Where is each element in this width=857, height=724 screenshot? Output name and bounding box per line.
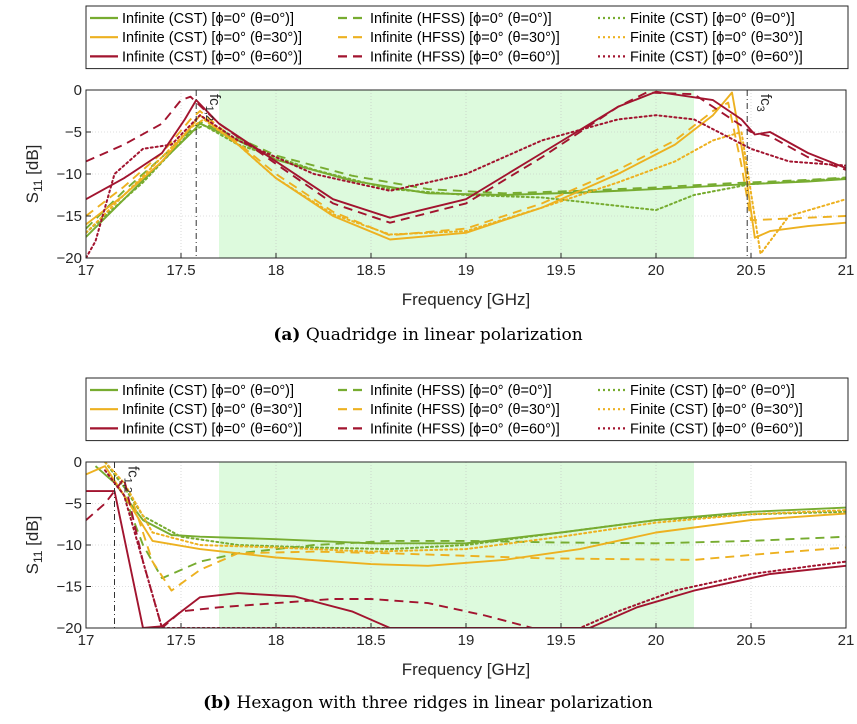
- x-tick-label: 20: [648, 262, 665, 279]
- figure-caption: (b) Hexagon with three ridges in linear …: [203, 693, 653, 713]
- series-group: [86, 90, 846, 258]
- series-line-red-solid: [86, 90, 846, 219]
- series-line-green-dashed: [123, 494, 846, 580]
- x-tick-label: 20: [648, 632, 665, 649]
- cutoff-marker-label: fc3: [754, 94, 774, 112]
- legend-label: Infinite (CST) [ϕ=0° (θ=30°)]: [122, 30, 302, 46]
- legend-label: Infinite (CST) [ϕ=0° (θ=60°)]: [122, 49, 302, 65]
- x-tick-label: 18: [268, 632, 285, 649]
- figure-caption: (a) Quadridge in linear polarization: [273, 325, 582, 345]
- legend-label: Finite (CST) [ϕ=0° (θ=0°)]: [630, 11, 795, 27]
- series-line-yellow-dashed: [86, 101, 846, 237]
- legend-label: Infinite (HFSS) [ϕ=0° (θ=30°)]: [370, 402, 560, 418]
- legend-box: [85, 5, 849, 70]
- legend-box: [85, 377, 849, 442]
- y-tick-label: −5: [65, 124, 82, 141]
- y-tick-label: −10: [57, 537, 82, 554]
- legend-label: Infinite (CST) [ϕ=0° (θ=0°)]: [122, 11, 294, 27]
- y-tick-label: 0: [74, 454, 82, 471]
- legend-label: Infinite (HFSS) [ϕ=0° (θ=0°)]: [370, 383, 552, 399]
- series-line-yellow-dashed: [132, 503, 846, 592]
- x-tick-label: 17.5: [166, 262, 195, 279]
- legend: Infinite (CST) [ϕ=0° (θ=0°)] Infinite (HF…: [85, 377, 849, 442]
- x-tick-label: 19: [458, 262, 475, 279]
- legend-label: Infinite (HFSS) [ϕ=0° (θ=0°)]: [370, 11, 552, 27]
- x-tick-label: 18.5: [356, 632, 385, 649]
- legend-label: Infinite (CST) [ϕ=0° (θ=60°)]: [122, 421, 302, 437]
- x-tick-label: 21: [838, 632, 855, 649]
- y-tick-label: −20: [57, 620, 82, 637]
- x-axis-label: Frequency [GHz]: [402, 290, 531, 309]
- legend-label: Infinite (CST) [ϕ=0° (θ=0°)]: [122, 383, 294, 399]
- x-tick-label: 17: [78, 262, 95, 279]
- series-line-green-dotted: [86, 124, 846, 234]
- y-axis-label: S11 [dB]: [23, 516, 45, 575]
- x-tick-label: 18: [268, 262, 285, 279]
- series-line-yellow-dotted: [86, 118, 846, 255]
- y-tick-label: 0: [74, 82, 82, 99]
- legend-label: Infinite (HFSS) [ϕ=0° (θ=60°)]: [370, 49, 560, 65]
- series-line-red-dotted: [104, 469, 846, 628]
- chart-panel-a: Infinite (CST) [ϕ=0° (θ=0°)] Infinite (HF…: [23, 5, 855, 345]
- y-axis-label: S11 [dB]: [23, 145, 45, 204]
- legend-label: Infinite (CST) [ϕ=0° (θ=30°)]: [122, 402, 302, 418]
- legend-label: Infinite (HFSS) [ϕ=0° (θ=60°)]: [370, 421, 560, 437]
- series-line-red-dotted: [86, 114, 846, 258]
- legend-label: Finite (CST) [ϕ=0° (θ=30°)]: [630, 402, 803, 418]
- chart-panel-b: Infinite (CST) [ϕ=0° (θ=0°)] Infinite (HF…: [23, 377, 855, 713]
- x-tick-label: 19.5: [546, 632, 575, 649]
- x-axis-label: Frequency [GHz]: [402, 660, 531, 679]
- x-tick-label: 19.5: [546, 262, 575, 279]
- y-tick-label: −5: [65, 496, 82, 513]
- legend: Infinite (CST) [ϕ=0° (θ=0°)] Infinite (HF…: [85, 5, 849, 70]
- series-line-red-dashed: [86, 91, 846, 224]
- series-line-yellow-dotted: [104, 462, 846, 553]
- x-tick-label: 19: [458, 632, 475, 649]
- legend-label: Finite (CST) [ϕ=0° (θ=30°)]: [630, 30, 803, 46]
- x-tick-label: 18.5: [356, 262, 385, 279]
- x-tick-label: 21: [838, 262, 855, 279]
- legend-label: Finite (CST) [ϕ=0° (θ=0°)]: [630, 383, 795, 399]
- x-tick-label: 20.5: [736, 262, 765, 279]
- cutoff-marker-label: fc1,2: [122, 466, 142, 493]
- y-tick-label: −15: [57, 579, 82, 596]
- legend-label: Infinite (HFSS) [ϕ=0° (θ=30°)]: [370, 30, 560, 46]
- y-tick-label: −10: [57, 166, 82, 183]
- y-tick-label: −20: [57, 250, 82, 267]
- x-tick-label: 17: [78, 632, 95, 649]
- x-tick-label: 17.5: [166, 632, 195, 649]
- y-tick-label: −15: [57, 208, 82, 225]
- legend-label: Finite (CST) [ϕ=0° (θ=60°)]: [630, 421, 803, 437]
- x-tick-label: 20.5: [736, 632, 765, 649]
- series-line-red-dashed: [86, 477, 533, 628]
- legend-label: Finite (CST) [ϕ=0° (θ=60°)]: [630, 49, 803, 65]
- series-line-green-dashed: [86, 120, 846, 230]
